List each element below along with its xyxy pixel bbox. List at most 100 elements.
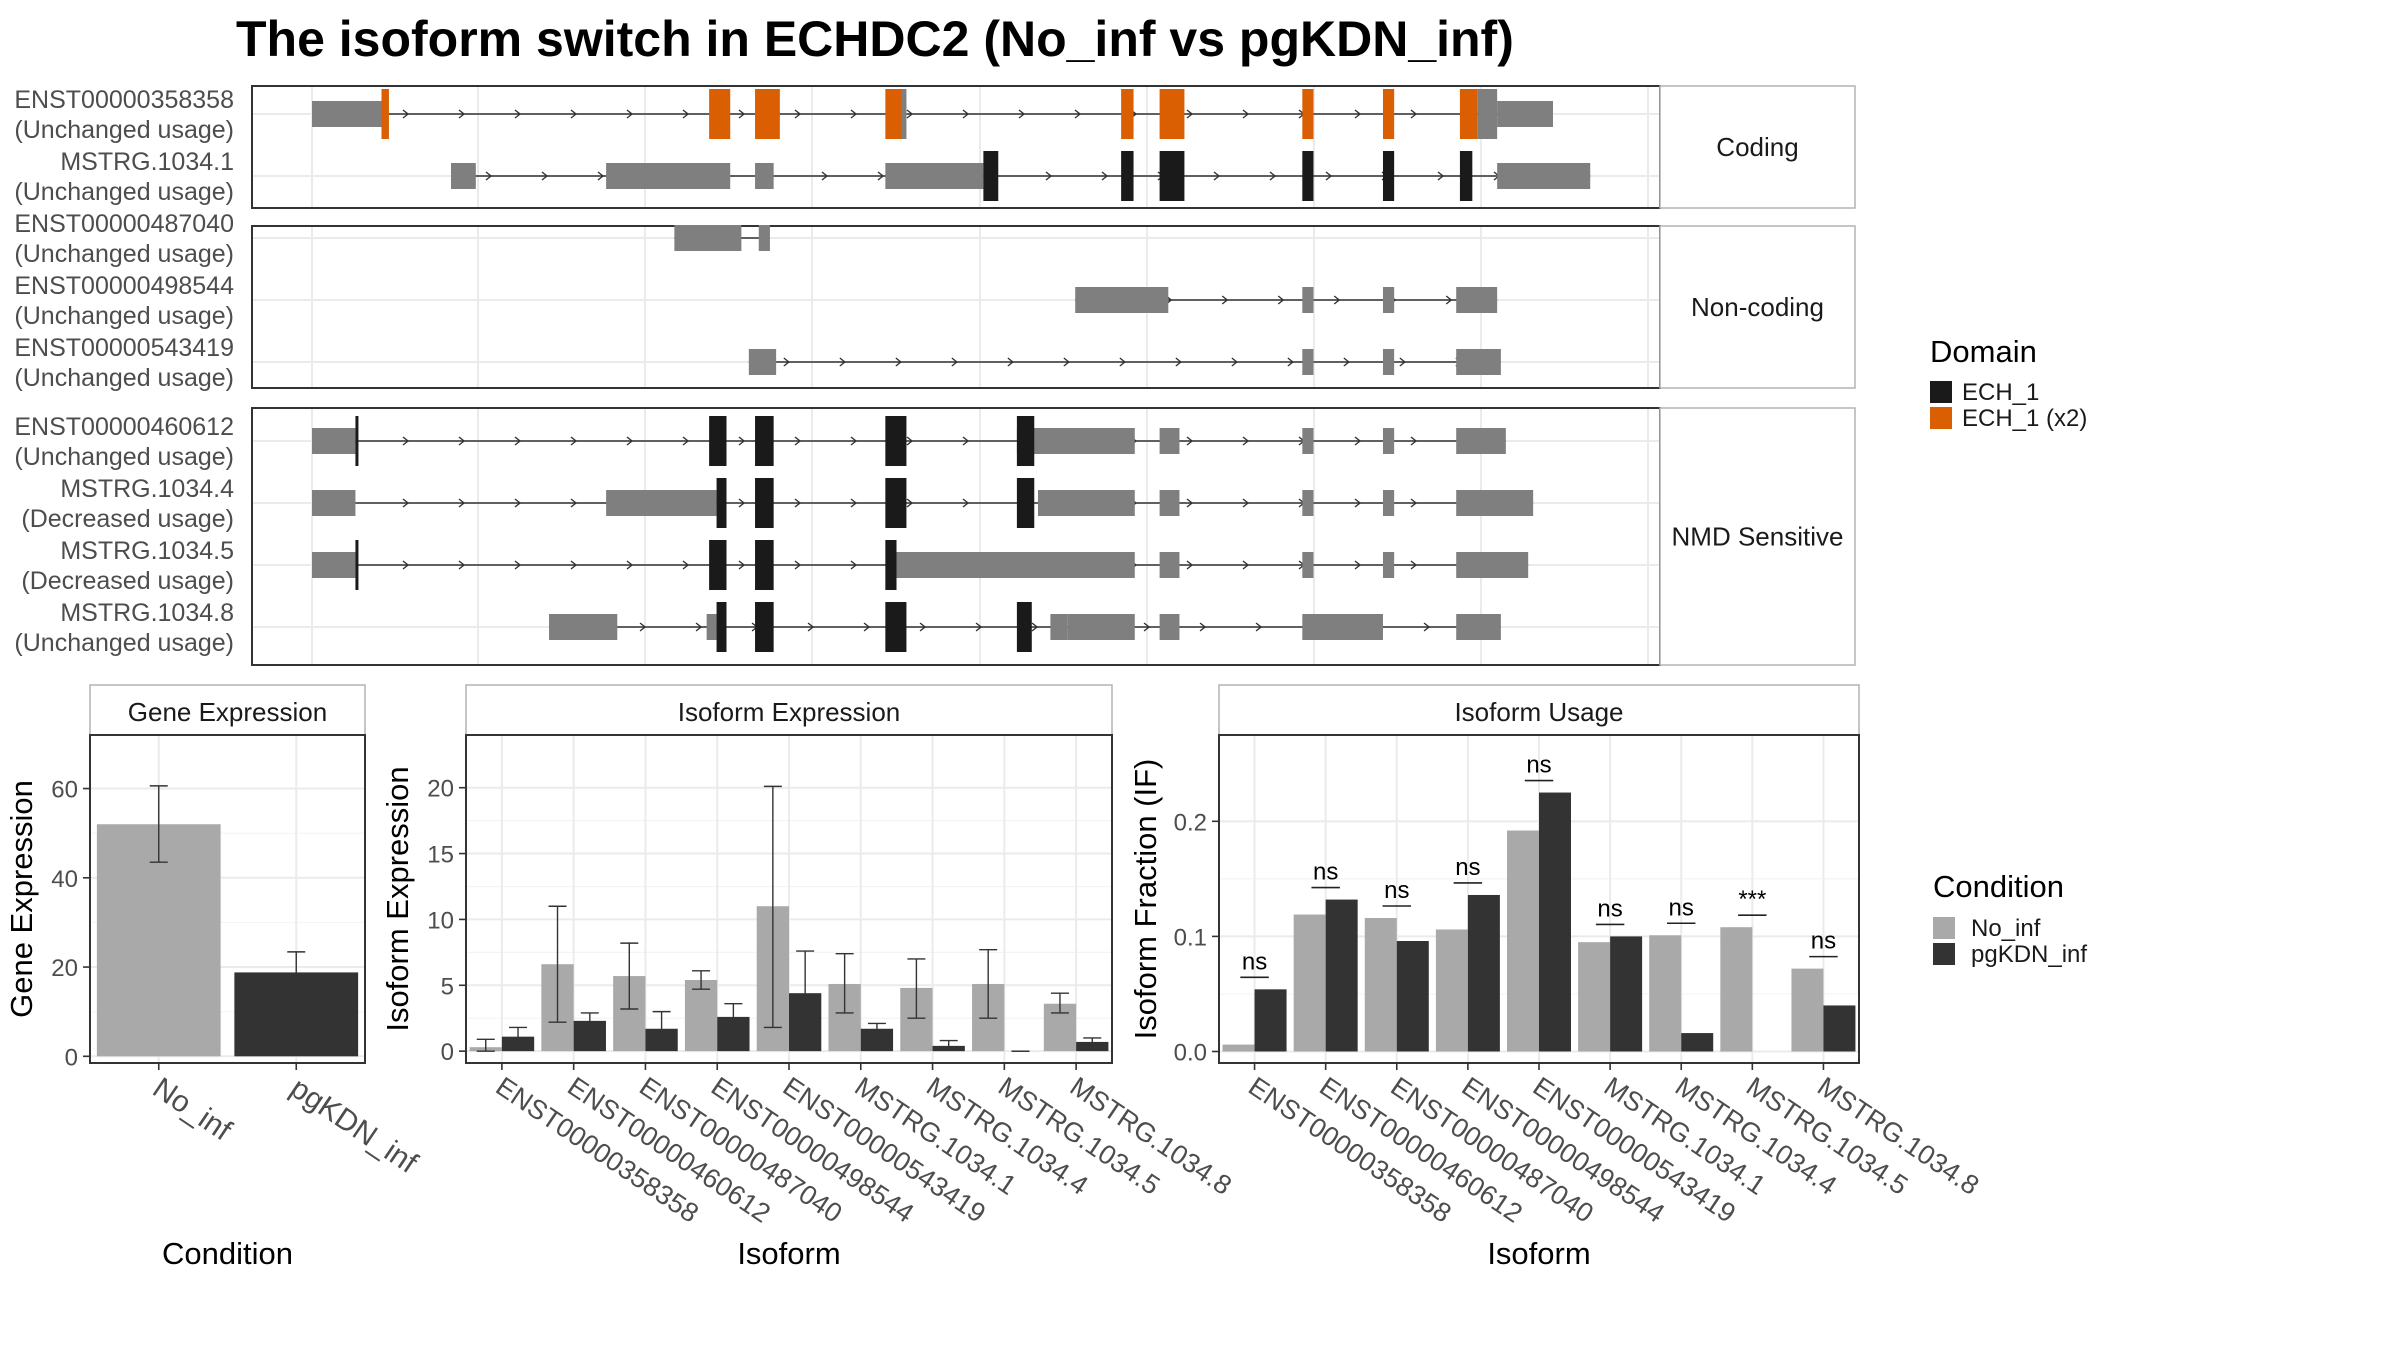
chart-2: Isoform Usage ns ns ns ns ns ns ns *** ns 0.0 0.1 0.…: [1128, 684, 1984, 1271]
intron-arrow: [402, 109, 410, 119]
intron-arrow: [1410, 498, 1418, 508]
isoform-status-label: (Unchanged usage): [14, 178, 234, 206]
intron-arrow: [794, 498, 802, 508]
utr-exon: [1382, 552, 1395, 578]
cds-exon: [1121, 151, 1134, 201]
intron-arrow: [1325, 171, 1333, 181]
bar: [1293, 914, 1326, 1052]
utr-exon: [748, 349, 777, 375]
intron-arrow: [919, 622, 927, 632]
cds-exon: [1302, 89, 1314, 139]
intron-arrow: [807, 622, 815, 632]
bar: [1681, 1033, 1714, 1052]
intron-arrow: [783, 357, 790, 367]
utr-exon: [312, 101, 382, 127]
intron-arrow: [1269, 171, 1277, 181]
bar: [1435, 929, 1468, 1052]
intron-arrow: [1277, 295, 1285, 305]
cds-exon: [1159, 151, 1185, 201]
intron-arrow: [485, 171, 493, 181]
significance-label: ***: [1738, 886, 1766, 913]
cds-exon: [755, 89, 780, 139]
intron-arrow: [1018, 109, 1026, 119]
intron-arrow: [1231, 357, 1238, 367]
significance-label: ns: [1242, 948, 1267, 975]
intron-arrow: [1287, 357, 1294, 367]
intron-arrow: [794, 109, 802, 119]
significance-label: ns: [1313, 859, 1338, 886]
significance-label: ns: [1669, 894, 1694, 921]
bar: [1649, 935, 1682, 1052]
significance-label: ns: [1597, 895, 1622, 922]
intron-arrow: [626, 109, 634, 119]
x-axis-title: Isoform: [737, 1236, 840, 1271]
isoform-status-label: (Unchanged usage): [14, 364, 234, 392]
chart-title: Gene Expression: [128, 697, 327, 727]
y-tick-label: 0.0: [1174, 1039, 1207, 1066]
cds-exon: [1382, 151, 1395, 201]
cds-exon: [355, 540, 359, 590]
intron-arrow: [1410, 109, 1418, 119]
intron-arrow: [458, 436, 466, 446]
bar: [1578, 942, 1611, 1052]
intron-arrow: [1063, 357, 1070, 367]
y-tick-label: 0.1: [1174, 924, 1207, 951]
intron-arrow: [1242, 436, 1250, 446]
utr-exon: [896, 552, 1135, 578]
legend-key: [1930, 381, 1952, 403]
cds-exon: [1302, 151, 1314, 201]
intron-arrow: [682, 109, 690, 119]
intron-arrow: [895, 357, 902, 367]
chart-strip: [1218, 684, 1860, 736]
intron-arrow: [906, 109, 914, 119]
intron-arrow: [626, 560, 634, 570]
y-tick-label: 40: [51, 866, 78, 893]
isoform-status-label: (Unchanged usage): [14, 240, 234, 268]
intron-arrow: [1186, 109, 1194, 119]
intron-arrow: [975, 622, 983, 632]
intron-arrow: [1445, 295, 1453, 305]
chart-strip: [465, 684, 1113, 736]
isoform-track: ENST00000543419(Unchanged usage): [14, 334, 1501, 392]
intron-arrow: [1410, 560, 1418, 570]
utr-exon: [1456, 349, 1501, 375]
intron-arrow: [514, 560, 522, 570]
intron-arrow: [1437, 171, 1445, 181]
utr-exon: [1037, 490, 1135, 516]
cds-exon: [709, 540, 727, 590]
cds-exon: [1016, 478, 1035, 528]
chart-0: Gene Expression 0 20 40 60 No_inf pgKDN_inf Con…: [4, 684, 424, 1271]
intron-arrow: [951, 357, 958, 367]
cds-exon: [885, 416, 907, 466]
facet-label: Non-coding: [1691, 292, 1824, 322]
intron-arrow: [794, 560, 802, 570]
intron-arrow: [1119, 357, 1126, 367]
intron-arrow: [570, 560, 578, 570]
intron-arrow: [850, 109, 858, 119]
legend-title: Condition: [1933, 869, 2064, 904]
cds-exon: [1382, 89, 1395, 139]
y-axis-title: Gene Expression: [4, 780, 39, 1018]
intron-arrow: [1199, 622, 1207, 632]
significance-label: ns: [1384, 877, 1409, 904]
intron-arrow: [682, 436, 690, 446]
legend-label: No_inf: [1971, 915, 2041, 942]
intron-arrow: [962, 436, 970, 446]
intron-arrow: [541, 171, 549, 181]
intron-arrow: [1007, 357, 1014, 367]
isoform-id-label: ENST00000487040: [14, 210, 234, 238]
isoform-track: ENST00000358358(Unchanged usage): [14, 86, 1553, 144]
utr-exon: [1456, 428, 1506, 454]
legend-label: ECH_1: [1962, 379, 2039, 406]
intron-arrow: [1045, 171, 1053, 181]
isoform-track: ENST00000460612(Unchanged usage): [14, 413, 1506, 471]
intron-arrow: [962, 109, 970, 119]
y-tick-label: 60: [51, 777, 78, 804]
intron-arrow: [1242, 498, 1250, 508]
intron-arrow: [514, 436, 522, 446]
utr-exon: [450, 163, 476, 189]
intron-arrow: [402, 560, 410, 570]
